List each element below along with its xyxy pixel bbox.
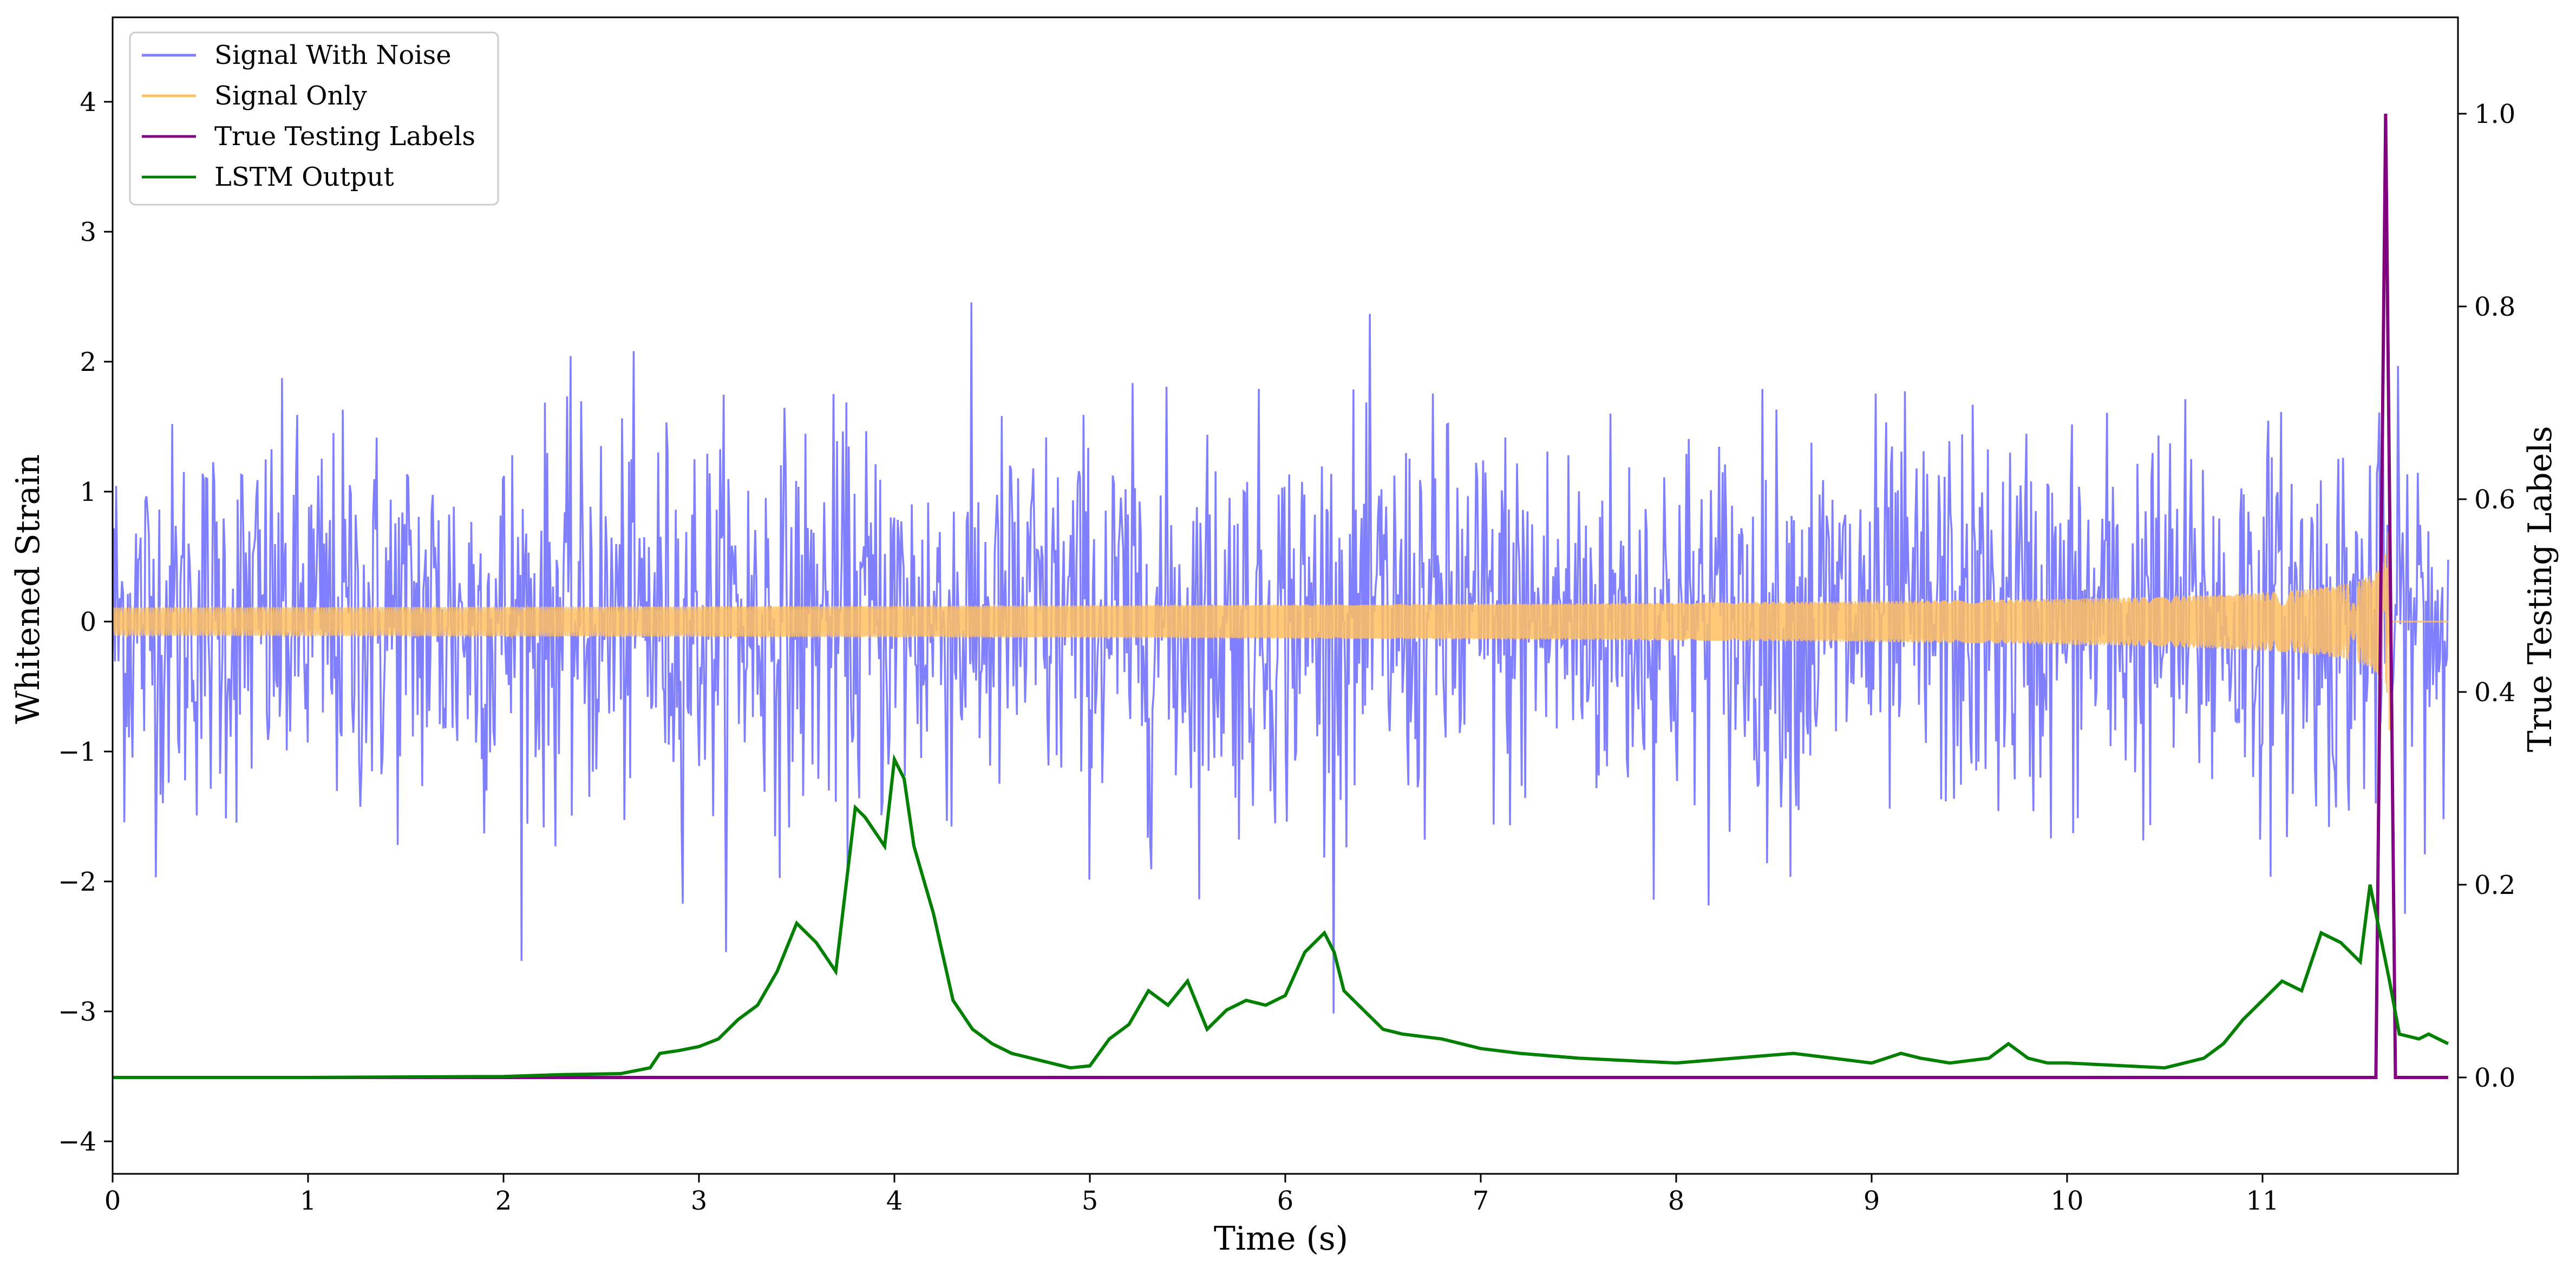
x-tick-label: 2 bbox=[495, 1186, 512, 1216]
y-tick-label: −3 bbox=[58, 997, 96, 1027]
x-tick-label: 6 bbox=[1277, 1186, 1294, 1216]
y-tick-label: 1 bbox=[80, 477, 96, 507]
y2-tick-label: 0.6 bbox=[2474, 485, 2515, 515]
x-tick-label: 0 bbox=[104, 1186, 121, 1216]
plot-series bbox=[113, 113, 2449, 1079]
legend-label-lstm-output: LSTM Output bbox=[214, 162, 394, 192]
x-axis-label: Time (s) bbox=[1214, 1220, 1348, 1258]
y-tick-label: 2 bbox=[80, 347, 96, 377]
series-true-testing-labels bbox=[113, 113, 2448, 1079]
x-tick-label: 8 bbox=[1668, 1186, 1685, 1216]
x-axis-ticks: 0 1 2 3 4 5 6 7 8 9 10 11 bbox=[104, 1174, 2279, 1216]
y2-axis-ticks: 0.0 0.2 0.4 0.6 0.8 1.0 bbox=[2458, 99, 2515, 1093]
x-tick-label: 3 bbox=[691, 1186, 708, 1216]
y2-tick-label: 0.4 bbox=[2474, 677, 2515, 708]
x-tick-label: 4 bbox=[886, 1186, 903, 1216]
legend-box bbox=[129, 31, 499, 206]
y-tick-label: −2 bbox=[58, 867, 96, 897]
x-tick-label: 10 bbox=[2050, 1186, 2083, 1216]
series-signal-only bbox=[113, 507, 2448, 730]
x-tick-label: 1 bbox=[300, 1186, 317, 1216]
legend-label-signal-with-noise: Signal With Noise bbox=[214, 40, 452, 70]
y-tick-label: 0 bbox=[80, 607, 96, 637]
x-tick-label: 9 bbox=[1864, 1186, 1880, 1216]
y2-axis-label: True Testing Labels bbox=[2521, 426, 2559, 753]
y-tick-label: 3 bbox=[80, 217, 96, 247]
y2-tick-label: 0.2 bbox=[2474, 870, 2515, 900]
y-tick-label: −1 bbox=[58, 737, 96, 767]
x-tick-label: 7 bbox=[1473, 1186, 1489, 1216]
series-lstm-output bbox=[113, 754, 2449, 1079]
y2-tick-label: 1.0 bbox=[2474, 99, 2515, 129]
y-axis-ticks: −4 −3 −2 −1 0 1 2 3 4 bbox=[58, 87, 113, 1157]
legend: Signal With Noise Signal Only True Testi… bbox=[129, 31, 499, 206]
y2-tick-label: 0.0 bbox=[2474, 1063, 2515, 1093]
x-tick-label: 5 bbox=[1082, 1186, 1099, 1216]
y-tick-label: 4 bbox=[80, 87, 96, 117]
legend-label-signal-only: Signal Only bbox=[214, 81, 367, 111]
y-tick-label: −4 bbox=[58, 1127, 96, 1157]
y2-tick-label: 0.8 bbox=[2474, 292, 2515, 322]
y-axis-label: Whitened Strain bbox=[9, 454, 47, 724]
legend-label-true-testing-labels: True Testing Labels bbox=[214, 121, 475, 152]
x-tick-label: 11 bbox=[2246, 1186, 2279, 1216]
